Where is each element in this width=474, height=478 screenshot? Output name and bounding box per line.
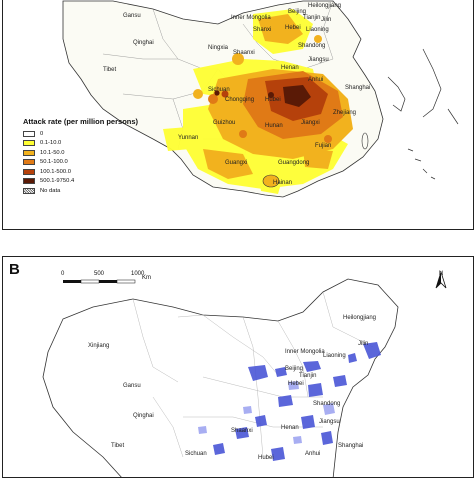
province-label: Hunan xyxy=(265,123,283,129)
province-label: Zhejiang xyxy=(333,110,356,116)
province-label: Heilongjiang xyxy=(308,3,341,9)
province-label: Sichuan xyxy=(185,451,207,457)
legend-swatch xyxy=(23,178,35,185)
province-label: Sichuan xyxy=(208,87,230,93)
province-label: Inner Mongolia xyxy=(285,349,325,355)
north-arrow: N xyxy=(433,271,449,297)
province-label: Henan xyxy=(281,65,299,71)
province-label: Gansu xyxy=(123,13,141,19)
panel-letter: B xyxy=(9,261,20,278)
province-label: Shanghai xyxy=(338,443,363,449)
scale-tick-1000: 1000 xyxy=(131,271,145,277)
province-label: Jiangsu xyxy=(308,57,329,63)
province-label: Jilin xyxy=(321,17,331,23)
china-choropleth-map: HeilongjiangJilinLiaoningBeijingTianjinH… xyxy=(62,0,459,198)
province-label: Shaanxi xyxy=(231,428,253,434)
legend-swatch xyxy=(23,130,35,137)
legend-item: 50.1-100.0 xyxy=(23,158,138,168)
legend-title: Attack rate (per million persons) xyxy=(23,117,139,126)
scale-bar: 0 500 1000 Km xyxy=(61,271,201,291)
cluster-areas xyxy=(213,342,381,461)
attack-rate-legend: Attack rate (per million persons) 0 0.1-1… xyxy=(23,117,138,196)
province-label: Chongqing xyxy=(225,97,254,103)
south-china-sea-islands xyxy=(407,148,436,180)
legend-label: 0.1-10.0 xyxy=(40,140,62,147)
province-label: Anhui xyxy=(305,451,320,457)
legend-item: 0 xyxy=(23,129,138,139)
province-label: Jiangsu xyxy=(319,419,340,425)
province-label: Jilin xyxy=(358,341,368,347)
province-label: Xinjiang xyxy=(88,343,109,349)
rate-extreme-areas xyxy=(214,85,311,107)
legend-swatch xyxy=(23,159,35,166)
japan-coast xyxy=(422,48,459,125)
province-label: Liaoning xyxy=(323,353,346,359)
province-label: Anhui xyxy=(308,77,323,83)
province-label: Shanghai xyxy=(345,85,370,91)
legend-swatch xyxy=(23,168,35,175)
province-label: Tibet xyxy=(103,67,116,73)
scale-tick-0: 0 xyxy=(61,271,65,277)
legend-items: 0 0.1-10.0 10.1-50.0 50.1-100.0 100.1-500.0 5… xyxy=(23,129,138,196)
legend-item: 500.1-9750.4 xyxy=(23,177,138,187)
legend-item: 10.1-50.0 xyxy=(23,148,138,158)
province-label: Beijing xyxy=(288,9,306,15)
legend-item: 0.1-10.0 xyxy=(23,139,138,149)
province-label: Hubei xyxy=(265,97,281,103)
province-label: Shanxi xyxy=(253,27,271,33)
scale-labels: 0 500 1000 Km xyxy=(61,271,201,281)
scale-unit: Km xyxy=(142,275,151,281)
province-label: Guizhou xyxy=(213,120,235,126)
legend-swatch xyxy=(23,149,35,156)
legend-item: 100.1-500.0 xyxy=(23,167,138,177)
hainan-island xyxy=(262,174,280,188)
province-label: Shandong xyxy=(313,401,340,407)
taiwan-island xyxy=(361,132,369,150)
province-label: Heilongjiang xyxy=(343,315,376,321)
province-label: Guangdong xyxy=(278,160,309,166)
province-label: Tibet xyxy=(111,443,124,449)
province-label: Gansu xyxy=(123,383,141,389)
legend-label: 500.1-9750.4 xyxy=(40,178,75,185)
korea-coast xyxy=(387,76,406,112)
scale-tick-500: 500 xyxy=(94,271,105,277)
province-label: Beijing xyxy=(285,366,303,372)
legend-label: 10.1-50.0 xyxy=(40,149,65,156)
province-label: Henan xyxy=(281,425,299,431)
province-label: Qinghai xyxy=(133,40,154,46)
province-label: Tianjin xyxy=(303,15,320,21)
province-label: Tianjin xyxy=(299,373,316,379)
legend-label: 0 xyxy=(40,130,44,137)
province-label: Shaanxi xyxy=(233,50,255,56)
scale-bar-graphic xyxy=(63,279,136,284)
province-label: Guangxi xyxy=(225,160,247,166)
province-label: Hainan xyxy=(273,180,292,186)
province-label: Qinghai xyxy=(133,413,154,419)
legend-swatch xyxy=(23,187,35,194)
province-label: Fujian xyxy=(315,143,331,149)
province-labels-b: Heilongjiang Inner Mongolia Jilin Liaoning X… xyxy=(88,315,376,461)
province-label: Hebei xyxy=(288,381,304,387)
legend-label: 50.1-100.0 xyxy=(40,159,68,166)
province-label: Liaoning xyxy=(306,27,329,33)
china-cluster-map: Heilongjiang Inner Mongolia Jilin Liaoning X… xyxy=(42,278,399,477)
legend-item: No data xyxy=(23,186,138,196)
province-label: Inner Mongolia xyxy=(231,15,271,21)
province-label: Shandong xyxy=(298,43,325,49)
province-labels-a: HeilongjiangJilinLiaoningBeijingTianjinH… xyxy=(103,3,370,186)
north-arrow-icon xyxy=(435,271,447,289)
legend-swatch xyxy=(23,140,35,147)
legend-label: No data xyxy=(40,187,61,194)
province-label: Hebei xyxy=(285,25,301,31)
province-label: Hubei xyxy=(258,455,274,461)
map-panel-a: Heilongjiang Jilin Liaoning Beijing Tianjin H… xyxy=(2,0,474,230)
province-label: Ningxia xyxy=(208,45,229,51)
province-label: Yunnan xyxy=(178,135,198,141)
minor-cluster-areas xyxy=(198,381,335,444)
province-label: Jiangxi xyxy=(301,120,320,126)
map-panel-b: B 0 500 1000 Km N xyxy=(2,256,474,478)
legend-label: 100.1-500.0 xyxy=(40,168,71,175)
